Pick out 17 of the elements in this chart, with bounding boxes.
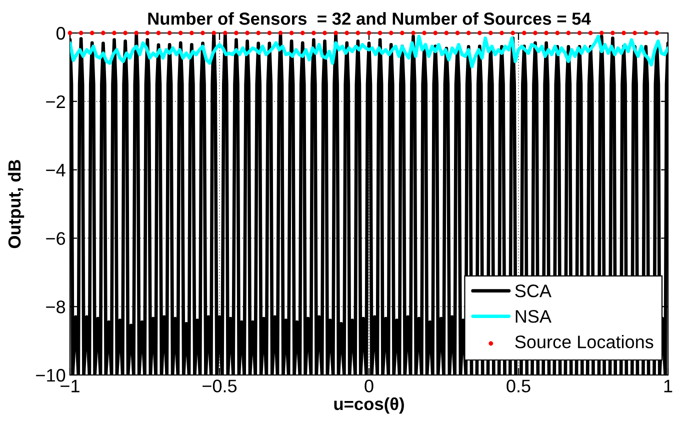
y-tick-label: −8 xyxy=(46,300,66,314)
x-tick-label: −1 xyxy=(60,380,80,392)
x-tick-label: 1 xyxy=(664,380,672,392)
legend-label: NSA xyxy=(516,310,552,323)
x-tick-label: −0.5 xyxy=(202,380,237,392)
y-axis-title: Output, dB xyxy=(8,160,24,248)
x-tick-label: 0 xyxy=(364,380,374,392)
series-label: SCA xyxy=(515,284,552,298)
y-tick-label: −6 xyxy=(46,232,66,245)
chart-title: Number of Sensors = 32 and Number of Sources = 54 xyxy=(148,12,591,25)
y-tick-label: −2 xyxy=(46,95,65,108)
y-tick-label: −10 xyxy=(36,368,66,382)
y-tick-label: −4 xyxy=(46,164,66,176)
y-tick-label: 0 xyxy=(56,26,66,40)
legend-label: Source Locations xyxy=(515,335,654,348)
x-axis-title: u=cos(θ) xyxy=(334,397,404,414)
x-tick-label: 0.5 xyxy=(506,380,530,392)
